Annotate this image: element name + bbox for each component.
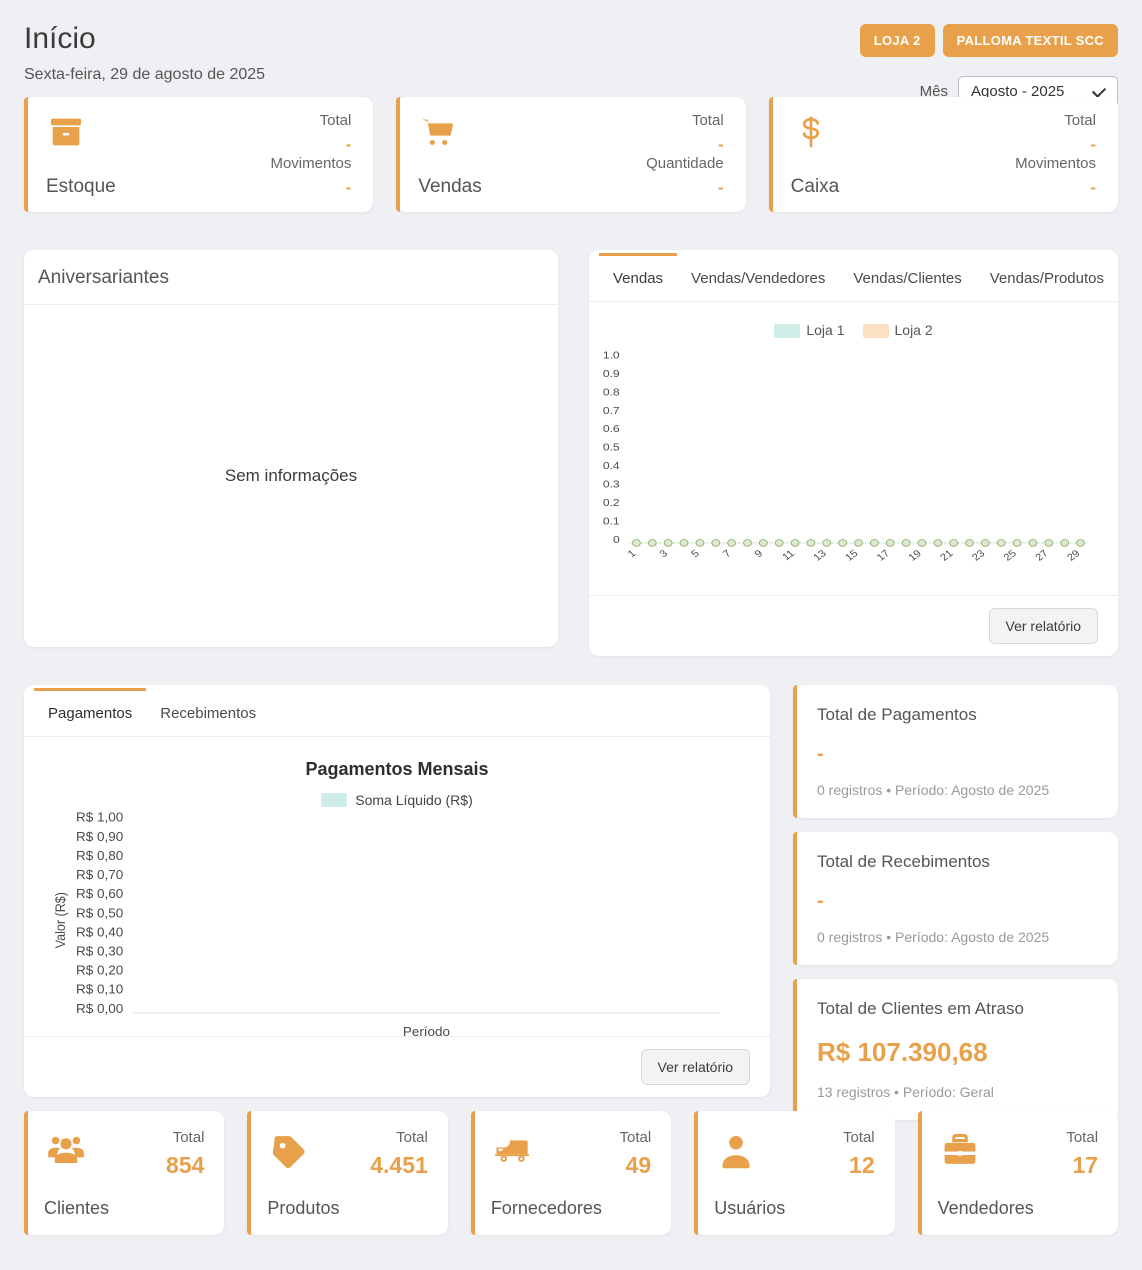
svg-text:0.5: 0.5 [603, 443, 620, 454]
svg-text:5: 5 [690, 549, 702, 560]
svg-text:R$ 0,60: R$ 0,60 [76, 887, 123, 901]
svg-text:0.6: 0.6 [603, 424, 620, 435]
svg-text:Valor (R$): Valor (R$) [53, 892, 69, 948]
svg-text:R$ 0,80: R$ 0,80 [76, 848, 123, 862]
svg-text:0.7: 0.7 [603, 406, 620, 417]
svg-text:21: 21 [939, 549, 956, 564]
svg-text:7: 7 [721, 549, 733, 560]
svg-text:13: 13 [812, 549, 829, 564]
svg-text:R$ 0,20: R$ 0,20 [76, 963, 123, 977]
svg-text:R$ 0,50: R$ 0,50 [76, 906, 123, 920]
svg-text:0.2: 0.2 [603, 498, 620, 509]
svg-text:R$ 0,10: R$ 0,10 [76, 982, 123, 996]
svg-text:R$ 0,30: R$ 0,30 [76, 944, 123, 958]
svg-text:1.0: 1.0 [603, 350, 620, 361]
svg-text:9: 9 [753, 549, 765, 560]
svg-text:R$ 0,70: R$ 0,70 [76, 868, 123, 882]
svg-text:11: 11 [781, 549, 798, 563]
svg-text:0.1: 0.1 [603, 516, 620, 527]
svg-text:23: 23 [970, 549, 987, 564]
svg-text:19: 19 [907, 549, 924, 564]
svg-text:0.3: 0.3 [603, 480, 620, 491]
svg-text:1: 1 [626, 549, 638, 560]
svg-text:3: 3 [658, 549, 670, 560]
svg-text:25: 25 [1002, 549, 1019, 564]
svg-text:29: 29 [1066, 549, 1083, 564]
svg-text:0.4: 0.4 [603, 461, 620, 472]
svg-text:0: 0 [613, 535, 620, 546]
svg-text:17: 17 [875, 549, 892, 564]
svg-text:R$ 0,90: R$ 0,90 [76, 829, 123, 843]
svg-text:27: 27 [1034, 549, 1051, 564]
svg-text:R$ 1,00: R$ 1,00 [76, 810, 123, 824]
svg-text:15: 15 [843, 549, 860, 564]
svg-text:R$ 0,00: R$ 0,00 [76, 1001, 123, 1015]
svg-text:0.8: 0.8 [603, 387, 620, 398]
svg-text:0.9: 0.9 [603, 369, 620, 380]
svg-text:R$ 0,40: R$ 0,40 [76, 925, 123, 939]
svg-text:Período: Período [403, 1024, 450, 1038]
